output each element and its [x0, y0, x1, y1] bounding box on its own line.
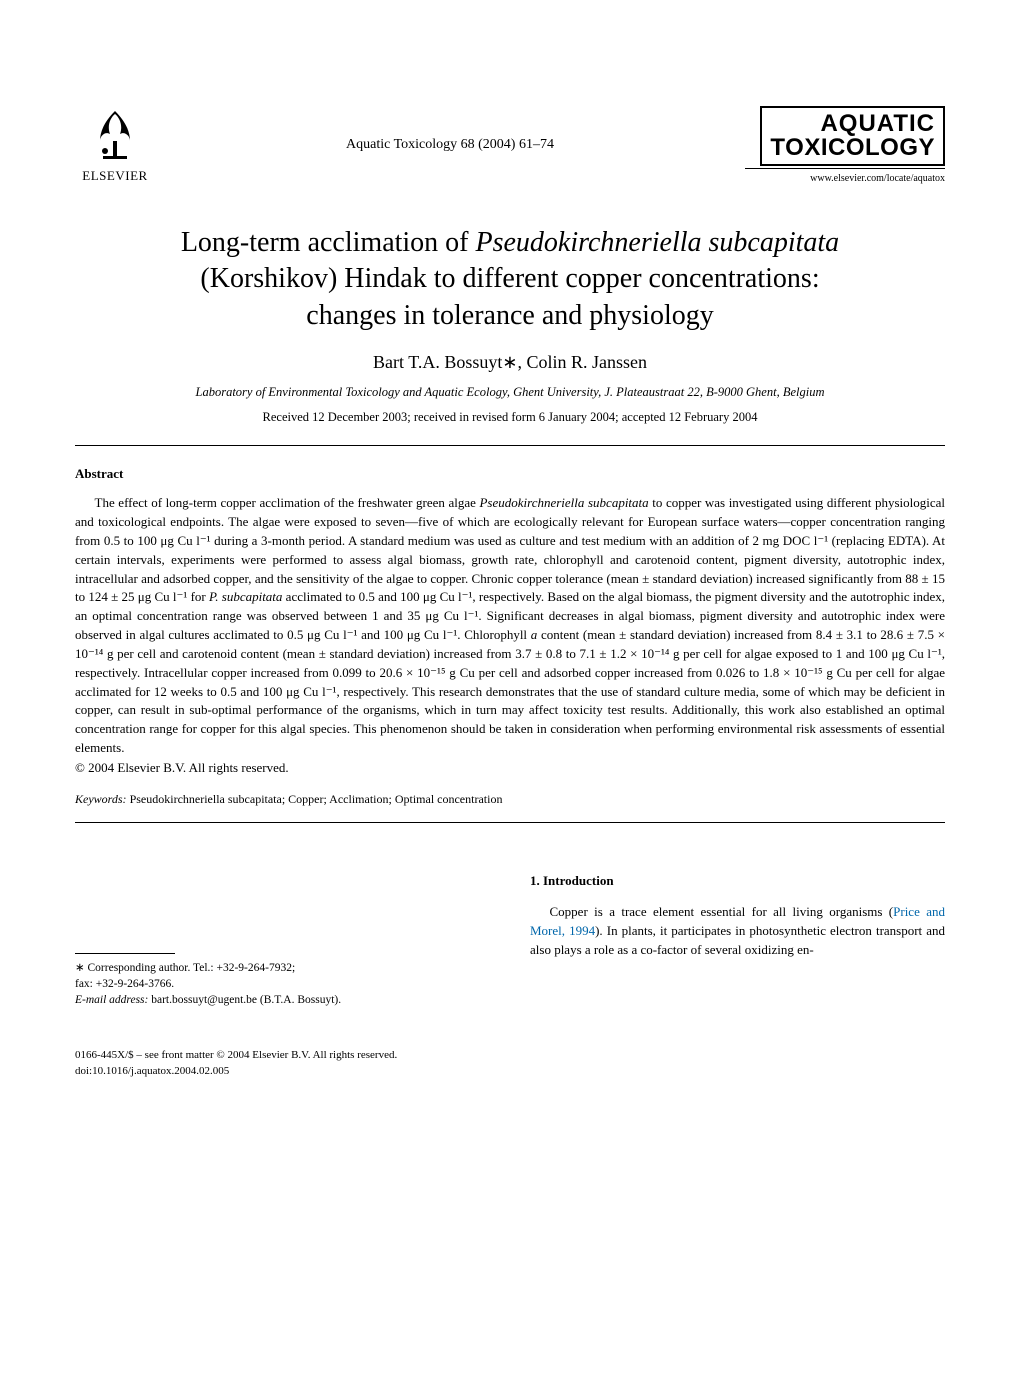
- abstract-text-4: content (mean ± standard deviation) incr…: [75, 627, 945, 755]
- abstract-body: The effect of long-term copper acclimati…: [75, 494, 945, 758]
- article-dates: Received 12 December 2003; received in r…: [75, 410, 945, 425]
- footer-doi: doi:10.1016/j.aquatox.2004.02.005: [75, 1064, 945, 1079]
- keywords: Keywords: Pseudokirchneriella subcapitat…: [75, 792, 945, 807]
- article-title: Long-term acclimation of Pseudokirchneri…: [115, 225, 905, 334]
- abstract-species-1: Pseudokirchneriella subcapitata: [479, 495, 648, 510]
- introduction-header: 1. Introduction: [530, 873, 945, 889]
- journal-url: www.elsevier.com/locate/aquatox: [745, 173, 945, 184]
- introduction-text: Copper is a trace element essential for …: [530, 903, 945, 960]
- abstract-header: Abstract: [75, 466, 945, 482]
- divider: [75, 445, 945, 446]
- keywords-text: Pseudokirchneriella subcapitata; Copper;…: [127, 792, 503, 806]
- affiliation: Laboratory of Environmental Toxicology a…: [75, 385, 945, 400]
- keywords-label: Keywords:: [75, 792, 127, 806]
- abstract-species-2: P. subcapitata: [209, 589, 282, 604]
- title-part3: changes in tolerance and physiology: [306, 300, 713, 331]
- elsevier-logo: ELSEVIER: [75, 100, 155, 190]
- publisher-name: ELSEVIER: [82, 168, 147, 184]
- footnote-fax: fax: +32-9-264-3766.: [75, 976, 490, 992]
- footnote-rule: [75, 953, 175, 954]
- footer-front-matter: 0166-445X/$ – see front matter © 2004 El…: [75, 1048, 945, 1063]
- journal-name-line2: TOXICOLOGY: [770, 136, 935, 160]
- page-header: ELSEVIER Aquatic Toxicology 68 (2004) 61…: [75, 100, 945, 190]
- footnote-tel: ∗ Corresponding author. Tel.: +32-9-264-…: [75, 960, 490, 976]
- title-part1: Long-term acclimation of: [181, 227, 476, 258]
- abstract-text-1: The effect of long-term copper acclimati…: [95, 495, 480, 510]
- abstract-text-2: to copper was investigated using differe…: [75, 495, 945, 604]
- copyright: © 2004 Elsevier B.V. All rights reserved…: [75, 760, 945, 776]
- corresponding-author-footnote: ∗ Corresponding author. Tel.: +32-9-264-…: [75, 960, 490, 1008]
- authors: Bart T.A. Bossuyt∗, Colin R. Janssen: [75, 352, 945, 373]
- journal-logo: AQUATIC TOXICOLOGY www.elsevier.com/loca…: [745, 106, 945, 184]
- elsevier-tree-icon: [85, 106, 145, 166]
- divider: [75, 822, 945, 823]
- email-address: bart.bossuyt@ugent.be (B.T.A. Bossuyt).: [148, 994, 341, 1006]
- journal-reference: Aquatic Toxicology 68 (2004) 61–74: [155, 137, 745, 153]
- title-part2: (Korshikov) Hindak to different copper c…: [200, 263, 819, 294]
- email-label: E-mail address:: [75, 994, 148, 1006]
- two-column-section: ∗ Corresponding author. Tel.: +32-9-264-…: [75, 873, 945, 1008]
- left-column: ∗ Corresponding author. Tel.: +32-9-264-…: [75, 873, 490, 1008]
- footer: 0166-445X/$ – see front matter © 2004 El…: [75, 1048, 945, 1079]
- intro-text-a: Copper is a trace element essential for …: [550, 904, 894, 919]
- right-column: 1. Introduction Copper is a trace elemen…: [530, 873, 945, 1008]
- journal-name-line1: AQUATIC: [770, 112, 935, 136]
- title-species: Pseudokirchneriella subcapitata: [476, 227, 840, 258]
